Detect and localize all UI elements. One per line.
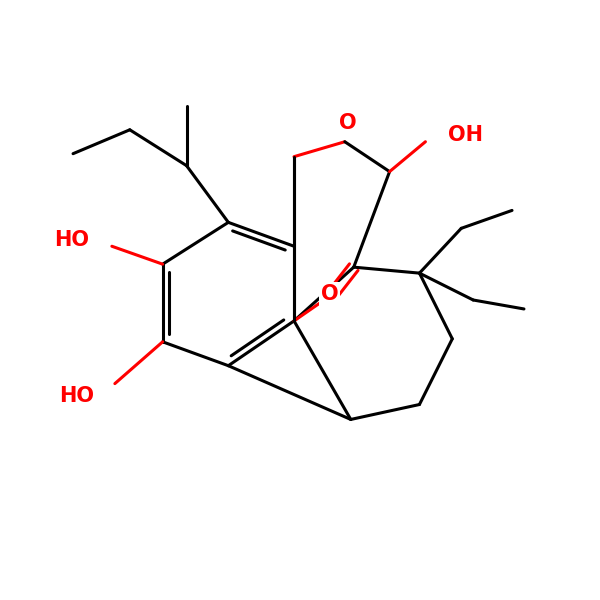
Text: OH: OH (448, 125, 483, 145)
Text: HO: HO (54, 230, 89, 250)
Text: O: O (321, 284, 338, 304)
Text: HO: HO (59, 386, 94, 406)
Text: O: O (339, 113, 356, 133)
